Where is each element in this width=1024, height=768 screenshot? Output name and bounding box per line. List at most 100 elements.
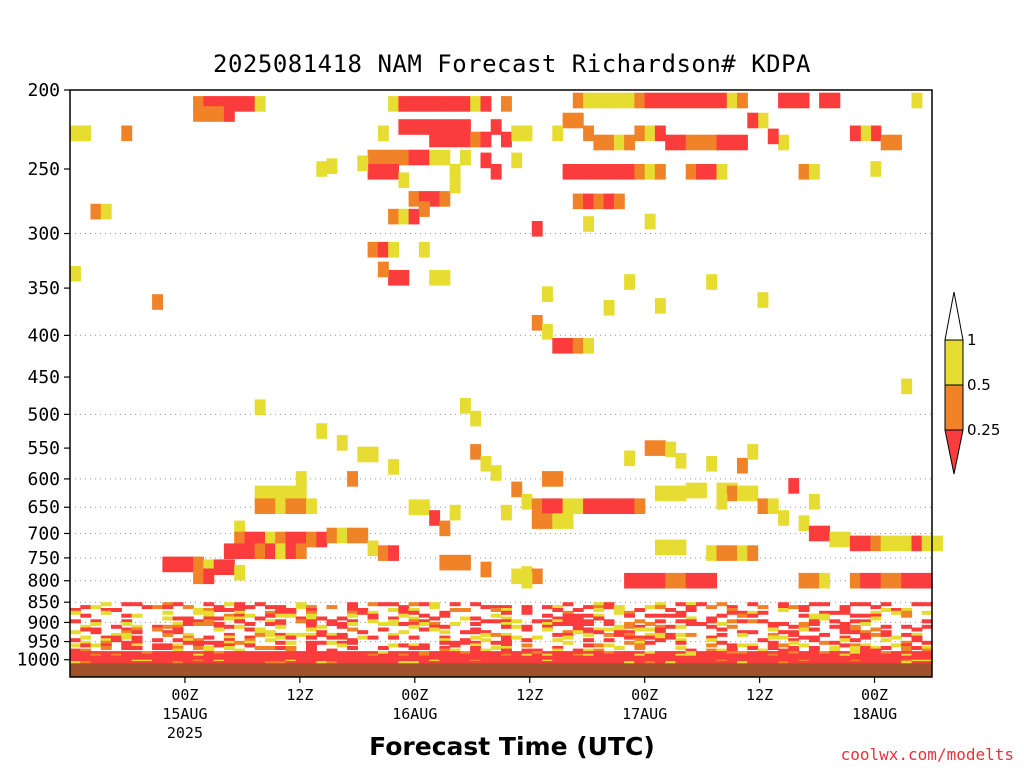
surface-cell xyxy=(182,640,194,645)
heatmap-cell xyxy=(439,149,451,166)
surface-cell xyxy=(798,605,810,610)
surface-cell xyxy=(716,602,728,607)
heatmap-cell xyxy=(849,572,861,589)
surface-cell xyxy=(501,624,512,629)
y-tick-label: 800 xyxy=(27,571,60,592)
surface-cell xyxy=(306,619,317,624)
surface-cell xyxy=(131,658,143,663)
surface-cell xyxy=(613,610,625,615)
heatmap-cell xyxy=(911,535,923,552)
surface-cell xyxy=(716,627,728,632)
heatmap-cell xyxy=(367,540,379,557)
surface-cell xyxy=(336,622,348,626)
surface-cell xyxy=(737,632,748,637)
surface-cell xyxy=(839,661,851,666)
surface-cell xyxy=(172,627,184,632)
surface-cell xyxy=(275,613,287,618)
surface-cell xyxy=(593,613,605,618)
surface-cell xyxy=(901,640,913,645)
heatmap-cell xyxy=(429,96,441,112)
surface-cell xyxy=(429,658,441,663)
surface-cell xyxy=(829,624,841,629)
surface-cell xyxy=(613,653,625,658)
surface-cell xyxy=(798,613,810,618)
surface-cell xyxy=(583,605,594,610)
surface-cell xyxy=(193,608,204,612)
surface-cell xyxy=(203,640,215,645)
heatmap-cell xyxy=(829,531,841,548)
heatmap-cell xyxy=(870,572,882,589)
heatmap-cell xyxy=(880,535,892,552)
surface-cell xyxy=(90,622,102,626)
surface-cell xyxy=(377,602,389,607)
surface-cell xyxy=(757,605,769,610)
heatmap-cell xyxy=(870,535,882,552)
heatmap-cell xyxy=(747,444,759,460)
heatmap-cell xyxy=(870,161,882,177)
surface-cell xyxy=(213,658,225,663)
surface-cell xyxy=(306,658,317,663)
surface-cell xyxy=(470,627,482,632)
heatmap-cell xyxy=(367,241,379,258)
surface-cell xyxy=(295,602,307,607)
heatmap-cell xyxy=(439,191,451,207)
surface-cell xyxy=(285,653,297,658)
surface-cell xyxy=(316,658,328,663)
surface-cell xyxy=(131,613,143,618)
heatmap-cell xyxy=(388,545,399,561)
heatmap-cell xyxy=(295,531,307,548)
surface-cell xyxy=(254,661,266,666)
surface-cell xyxy=(265,632,276,637)
surface-cell xyxy=(531,651,543,656)
heatmap-cell xyxy=(265,543,276,559)
surface-cell xyxy=(470,646,482,650)
surface-cell xyxy=(470,658,482,663)
heatmap-cell xyxy=(552,125,564,142)
surface-cell xyxy=(808,646,820,650)
credit-link[interactable]: coolwx.com/modelts xyxy=(840,745,1014,764)
surface-cell xyxy=(696,602,707,607)
surface-cell xyxy=(388,616,399,621)
surface-cell xyxy=(757,658,769,663)
surface-cell xyxy=(798,608,810,612)
surface-cell xyxy=(203,602,215,607)
surface-band xyxy=(70,655,932,660)
surface-cell xyxy=(90,661,102,666)
surface-cell xyxy=(654,653,666,658)
surface-cell xyxy=(388,608,399,612)
surface-cell xyxy=(583,658,594,663)
surface-cell xyxy=(531,661,543,666)
heatmap-cell xyxy=(880,134,892,151)
surface-cell xyxy=(100,643,112,648)
heatmap-cell xyxy=(234,96,246,112)
heatmap-cell xyxy=(357,527,369,544)
surface-cell xyxy=(767,646,779,650)
surface-cell xyxy=(603,619,615,624)
surface-cell xyxy=(449,653,461,658)
surface-cell xyxy=(111,608,122,612)
surface-cell xyxy=(480,632,492,637)
heatmap-cell xyxy=(880,572,892,589)
heatmap-cell xyxy=(347,471,358,487)
surface-cell xyxy=(203,610,215,615)
surface-cell xyxy=(593,653,605,658)
surface-cell xyxy=(131,646,143,650)
surface-cell xyxy=(849,619,861,624)
surface-cell xyxy=(901,613,913,618)
heatmap-cell xyxy=(449,504,461,521)
surface-cell xyxy=(870,613,882,618)
surface-cell xyxy=(244,635,256,640)
surface-cell xyxy=(654,624,666,629)
heatmap-cell xyxy=(562,338,574,354)
surface-cell xyxy=(182,619,194,624)
x-axis-label: Forecast Time (UTC) xyxy=(369,732,655,761)
surface-cell xyxy=(562,640,574,645)
surface-cell xyxy=(193,661,204,666)
surface-cell xyxy=(860,613,872,618)
heatmap-cell xyxy=(583,338,594,354)
y-tick-label: 250 xyxy=(27,159,60,180)
surface-cell xyxy=(306,640,317,645)
surface-cell xyxy=(203,608,215,612)
surface-cell xyxy=(100,658,112,663)
surface-cell xyxy=(593,605,605,610)
